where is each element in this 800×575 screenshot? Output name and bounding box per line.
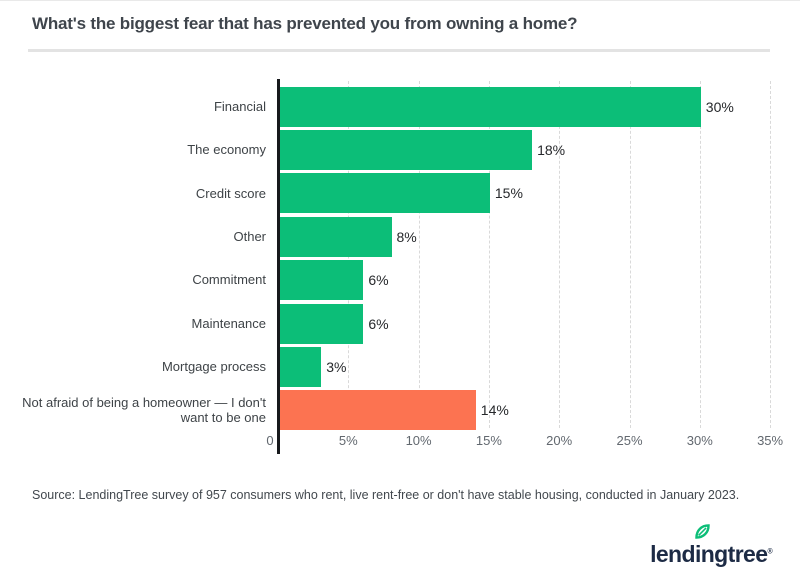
- value-label: 6%: [368, 315, 389, 332]
- bar-other: [279, 216, 392, 257]
- bar-row-mortgage-process: Mortgage process 3%: [0, 345, 800, 388]
- gridline: [418, 81, 420, 428]
- value-label: 14%: [480, 402, 509, 419]
- category-label: Maintenance: [191, 315, 266, 331]
- gridline: [629, 81, 631, 428]
- bar-commitment: [279, 260, 364, 301]
- lendingtree-logo: lendingtree®: [650, 524, 773, 566]
- value-label: 15%: [494, 185, 523, 202]
- x-tick: 5%: [338, 433, 358, 448]
- category-label: The economy: [187, 142, 266, 158]
- bar-credit-score: [279, 173, 490, 214]
- x-tick: 15%: [475, 433, 502, 448]
- x-tick: 35%: [757, 433, 784, 448]
- bar-row-the-economy: The economy 18%: [0, 128, 800, 171]
- value-label: 3%: [326, 359, 347, 376]
- category-label: Credit score: [195, 185, 266, 201]
- gridline: [699, 81, 701, 428]
- chart-title: What's the biggest fear that has prevent…: [32, 14, 578, 33]
- category-label: Financial: [213, 98, 266, 114]
- bar-rows: Financial 30% The economy 18% Credit sco…: [0, 85, 800, 432]
- bar-row-credit-score: Credit score 15%: [0, 172, 800, 215]
- gridline: [559, 81, 561, 428]
- bar-chart: Financial 30% The economy 18% Credit sco…: [0, 1, 800, 461]
- value-label: 30%: [705, 98, 734, 115]
- x-tick: 30%: [686, 433, 713, 448]
- x-axis-ticks: 0 5% 10% 15% 20% 25% 30% 35%: [0, 433, 800, 451]
- bar-maintenance: [279, 303, 364, 344]
- bar-not-afraid-highlight: [279, 390, 476, 431]
- y-axis-line: [277, 79, 280, 454]
- category-label: Mortgage process: [161, 359, 266, 375]
- bar-mortgage-process: [279, 347, 322, 388]
- x-tick: 0: [266, 433, 274, 448]
- value-label: 8%: [396, 228, 417, 245]
- value-label: 6%: [368, 272, 389, 289]
- bar-row-not-afraid: Not afraid of being a homeowner — I don'…: [0, 389, 800, 432]
- bar-row-financial: Financial 30%: [0, 85, 800, 128]
- x-tick: 25%: [616, 433, 643, 448]
- category-label: Other: [233, 229, 266, 245]
- x-tick: 20%: [546, 433, 573, 448]
- bar-row-maintenance: Maintenance 6%: [0, 302, 800, 345]
- bar-the-economy: [279, 130, 533, 171]
- leaf-icon: [695, 524, 710, 539]
- category-label: Not afraid of being a homeowner — I don'…: [22, 394, 266, 426]
- bar-row-other: Other 8%: [0, 215, 800, 258]
- bar-row-commitment: Commitment 6%: [0, 259, 800, 302]
- registered-mark: ®: [767, 548, 772, 556]
- logo-brand-text: lendingtree: [650, 541, 768, 567]
- logo-wordmark: lendingtree®: [650, 543, 772, 566]
- category-label: Commitment: [192, 272, 266, 288]
- x-tick: 10%: [405, 433, 432, 448]
- gridline: [770, 81, 772, 428]
- source-note: Source: LendingTree survey of 957 consum…: [32, 488, 740, 502]
- value-label: 18%: [537, 142, 566, 159]
- gridline: [488, 81, 490, 428]
- bar-financial: [279, 86, 701, 127]
- title-divider: [28, 49, 770, 52]
